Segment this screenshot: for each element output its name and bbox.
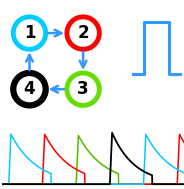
Text: 4: 4 <box>24 80 35 98</box>
Text: 2: 2 <box>77 24 89 42</box>
Text: 1: 1 <box>24 24 35 42</box>
Text: 3: 3 <box>77 80 89 98</box>
